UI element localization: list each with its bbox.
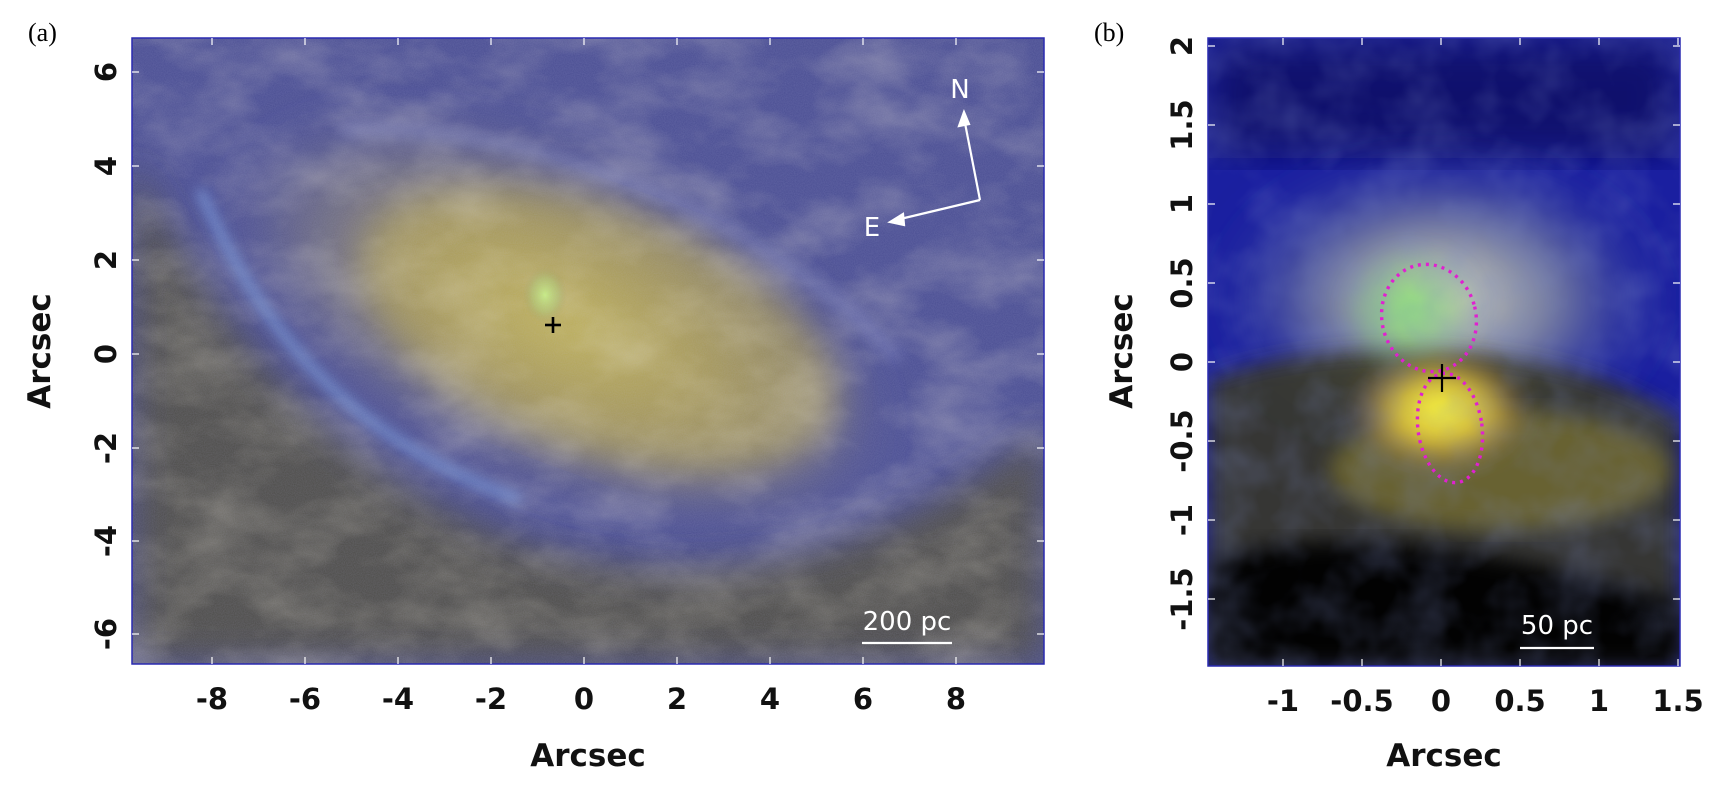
- compass: [887, 108, 982, 227]
- panel-b-xlabel: Arcsec: [1386, 738, 1502, 774]
- panel-a-ticks: [132, 38, 1044, 664]
- nucleus-marker-a: [545, 317, 561, 333]
- y-tick-label: 0: [89, 344, 123, 364]
- y-tick-label: 4: [89, 156, 123, 176]
- x-tick-label: -2: [475, 682, 507, 716]
- y-tick-label: 0.5: [1165, 257, 1199, 308]
- upper-ellipse: [1379, 262, 1479, 374]
- x-tick-label: -1: [1267, 684, 1299, 718]
- x-tick-label: 0: [574, 682, 594, 716]
- x-tick-label: -0.5: [1330, 684, 1393, 718]
- x-tick-label: -8: [196, 682, 228, 716]
- x-tick-label: 2: [667, 682, 687, 716]
- nucleus-marker-b: [1428, 364, 1456, 392]
- y-tick-label: -4: [89, 525, 123, 557]
- x-tick-label: 0: [1431, 684, 1451, 718]
- y-tick-label: 2: [1165, 36, 1199, 56]
- panel-b-letter: (b): [1094, 18, 1125, 47]
- x-tick-label: -4: [382, 682, 414, 716]
- panel-a-ylabel: Arcsec: [22, 293, 58, 409]
- panel-b-ylabel: Arcsec: [1104, 293, 1140, 409]
- scale-bar-b-label: 50 pc: [1521, 611, 1593, 641]
- compass-north-label: N: [950, 75, 969, 105]
- panel-a-xlabel: Arcsec: [530, 738, 646, 774]
- panel-a-letter: (a): [28, 18, 57, 47]
- y-tick-label: 1.5: [1165, 99, 1199, 150]
- panel-a-y-tick-labels: 6 4 2 0 -2 -4 -6: [89, 62, 123, 650]
- y-tick-label: -6: [89, 618, 123, 650]
- y-tick-label: 0: [1165, 352, 1199, 372]
- panel-b: -1 -0.5 0 0.5 1 1.5 2 1.5 1 0.5 0 -0.5 -1 -1.5 Arcse…: [1104, 36, 1704, 774]
- x-tick-label: 1: [1589, 684, 1609, 718]
- y-tick-label: 2: [89, 250, 123, 270]
- x-tick-label: 4: [760, 682, 780, 716]
- panel-b-ticks: [1208, 38, 1680, 666]
- panel-b-x-tick-labels: -1 -0.5 0 0.5 1 1.5: [1267, 684, 1704, 718]
- y-tick-label: 1: [1165, 194, 1199, 214]
- scale-bar-a-label: 200 pc: [863, 607, 952, 637]
- x-tick-label: 8: [946, 682, 966, 716]
- y-tick-label: 6: [89, 62, 123, 82]
- x-tick-label: 6: [853, 682, 873, 716]
- panel-b-y-tick-labels: 2 1.5 1 0.5 0 -0.5 -1 -1.5: [1165, 36, 1199, 631]
- x-tick-label: 1.5: [1652, 684, 1703, 718]
- y-tick-label: -0.5: [1165, 409, 1199, 472]
- x-tick-label: -6: [289, 682, 321, 716]
- panel-a: -8 -6 -4 -2 0 2 4 6 8 6 4 2 0 -2 -4 -6 Arcsec Arcsec N…: [22, 37, 1045, 774]
- compass-east-label: E: [864, 213, 880, 243]
- galaxy-image-a: [132, 38, 1044, 664]
- x-tick-label: 0.5: [1494, 684, 1545, 718]
- y-tick-label: -1: [1165, 504, 1199, 536]
- y-tick-label: -2: [89, 432, 123, 464]
- galaxy-image-b: [1208, 38, 1680, 666]
- panel-a-x-tick-labels: -8 -6 -4 -2 0 2 4 6 8: [196, 682, 966, 716]
- y-tick-label: -1.5: [1165, 567, 1199, 630]
